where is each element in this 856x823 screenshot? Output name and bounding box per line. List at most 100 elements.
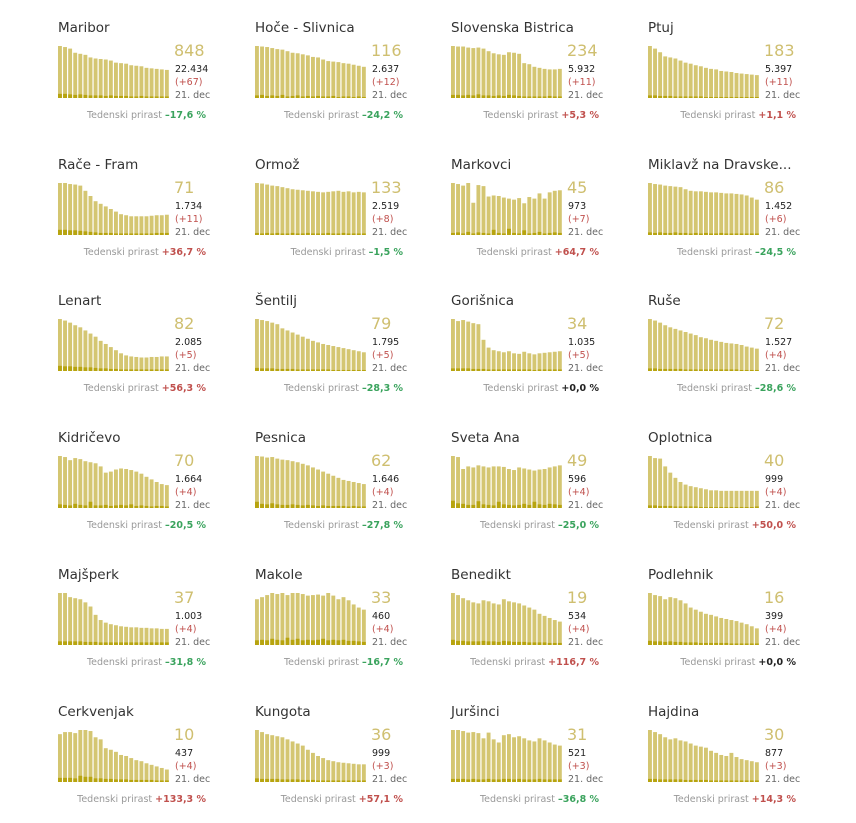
new-cases-bar bbox=[698, 642, 703, 645]
active-cases-bar bbox=[270, 322, 275, 371]
new-cases-bar bbox=[331, 780, 336, 782]
municipality-name: Ptuj bbox=[648, 20, 674, 36]
new-cases-bar bbox=[714, 96, 719, 98]
active-cases-chart bbox=[255, 183, 367, 235]
active-cases-bar bbox=[300, 336, 305, 371]
new-cases-bar bbox=[512, 232, 516, 235]
weekly-growth-value: –28,6 % bbox=[754, 383, 796, 394]
new-cases-bar bbox=[693, 369, 698, 371]
new-cases-bar bbox=[73, 230, 78, 235]
new-cases-bar bbox=[734, 780, 739, 782]
municipality-card[interactable]: Juršinci 31 521 (+3) 21. dec Tedenski prirast… bbox=[451, 704, 641, 822]
active-cases-bar bbox=[532, 609, 537, 645]
new-cases-bar bbox=[496, 779, 501, 782]
municipality-card[interactable]: Benedikt 19 534 (+4) 21. dec Tedenski prirast… bbox=[451, 567, 641, 685]
daily-increase-value: (+11) bbox=[765, 77, 793, 88]
municipality-card[interactable]: Ptuj 183 5.397 (+11) 21. dec Tedenski prirast… bbox=[648, 20, 838, 138]
active-cases-bar bbox=[537, 738, 542, 782]
municipality-card[interactable]: Slovenska Bistrica 234 5.932 (+11) 21. dec Te… bbox=[451, 20, 641, 138]
new-cases-bar bbox=[255, 367, 259, 371]
active-cases-bar bbox=[316, 191, 320, 235]
active-cases-bar bbox=[119, 63, 123, 98]
weekly-growth: Tedenski prirast –36,8 % bbox=[480, 794, 599, 806]
municipality-card[interactable]: Kidričevo 70 1.664 (+4) 21. dec Tedenski prir… bbox=[58, 430, 248, 548]
active-cases-bar bbox=[739, 759, 744, 782]
date-label: 21. dec bbox=[175, 500, 211, 511]
active-cases-bar bbox=[275, 736, 280, 782]
active-cases-bar bbox=[255, 319, 259, 371]
active-cases-bar bbox=[154, 766, 159, 782]
active-cases-bar bbox=[68, 732, 73, 782]
new-cases-bar bbox=[537, 778, 542, 782]
municipality-card[interactable]: Oplotnica 40 999 (+4) 21. dec Tedenski priras… bbox=[648, 430, 838, 548]
active-cases-bar bbox=[108, 471, 113, 508]
municipality-card[interactable]: Markovci 45 973 (+7) 21. dec Tedenski prirast… bbox=[451, 157, 641, 275]
municipality-card[interactable]: Cerkvenjak 10 437 (+4) 21. dec Tedenski prira… bbox=[58, 704, 248, 822]
active-cases-bar bbox=[144, 476, 149, 508]
new-cases-bar bbox=[552, 779, 557, 782]
active-cases-bar bbox=[270, 457, 275, 508]
municipality-card[interactable]: Podlehnik 16 399 (+4) 21. dec Tedenski priras… bbox=[648, 567, 838, 685]
municipality-card[interactable]: Rače - Fram 71 1.734 (+11) 21. dec Tedenski p… bbox=[58, 157, 248, 275]
new-cases-bar bbox=[683, 506, 688, 508]
new-cases-bar bbox=[714, 506, 719, 508]
active-cases-bar bbox=[527, 740, 532, 782]
weekly-growth: Tedenski prirast –31,8 % bbox=[87, 657, 206, 669]
new-cases-bar bbox=[305, 779, 310, 782]
active-cases-bar bbox=[129, 758, 134, 782]
new-cases-bar bbox=[58, 777, 62, 782]
active-cases-bar bbox=[149, 356, 154, 371]
municipality-card[interactable]: Makole 33 460 (+4) 21. dec Tedenski prirast –1… bbox=[255, 567, 445, 685]
municipality-name: Markovci bbox=[451, 157, 512, 173]
active-cases-bar bbox=[557, 465, 562, 508]
municipality-card[interactable]: Pesnica 62 1.646 (+4) 21. dec Tedenski priras… bbox=[255, 430, 445, 548]
municipality-card[interactable]: Sveta Ana 49 596 (+4) 21. dec Tedenski priras… bbox=[451, 430, 641, 548]
new-cases-bar bbox=[83, 641, 88, 645]
municipality-card[interactable]: Maribor 848 22.434 (+67) 21. dec Tedenski pri… bbox=[58, 20, 248, 138]
municipality-card[interactable]: Miklavž na Dravske... 86 1.452 (+6) 21. dec T… bbox=[648, 157, 838, 275]
new-cases-bar bbox=[456, 778, 460, 782]
new-cases-bar bbox=[270, 778, 275, 782]
active-cases-value: 30 bbox=[764, 725, 785, 744]
municipality-card[interactable]: Gorišnica 34 1.035 (+5) 21. dec Tedenski prir… bbox=[451, 293, 641, 411]
new-cases-bar bbox=[471, 233, 476, 235]
active-cases-bar bbox=[517, 736, 522, 782]
active-cases-bar bbox=[542, 198, 547, 235]
new-cases-bar bbox=[527, 96, 532, 98]
active-cases-bar bbox=[63, 732, 67, 782]
new-cases-bar bbox=[129, 369, 134, 371]
municipality-card[interactable]: Lenart 82 2.085 (+5) 21. dec Tedenski prirast… bbox=[58, 293, 248, 411]
new-cases-bar bbox=[139, 233, 144, 235]
active-cases-bar bbox=[496, 196, 501, 235]
active-cases-bar bbox=[456, 46, 460, 98]
municipality-card[interactable]: Ruše 72 1.527 (+4) 21. dec Tedenski prirast –2… bbox=[648, 293, 838, 411]
new-cases-bar bbox=[316, 369, 320, 371]
active-cases-bar bbox=[673, 186, 678, 235]
municipality-card[interactable]: Hoče - Slivnica 116 2.637 (+12) 21. dec Teden… bbox=[255, 20, 445, 138]
new-cases-bar bbox=[648, 778, 652, 782]
new-cases-bar bbox=[326, 369, 331, 371]
active-cases-bar bbox=[719, 341, 724, 371]
active-cases-bar bbox=[83, 461, 88, 508]
new-cases-bar bbox=[295, 95, 300, 98]
new-cases-bar bbox=[557, 232, 562, 235]
municipality-card[interactable]: Kungota 36 999 (+3) 21. dec Tedenski prirast +… bbox=[255, 704, 445, 822]
new-cases-bar bbox=[73, 778, 78, 782]
municipality-card[interactable]: Ormož 133 2.519 (+8) 21. dec Tedenski prirast… bbox=[255, 157, 445, 275]
new-cases-bar bbox=[280, 504, 285, 508]
new-cases-bar bbox=[103, 368, 108, 371]
bar-chart-svg bbox=[648, 46, 759, 98]
active-cases-bar bbox=[668, 472, 673, 508]
new-cases-bar bbox=[456, 503, 460, 508]
active-cases-bar bbox=[471, 48, 476, 98]
date-label: 21. dec bbox=[765, 363, 801, 374]
active-cases-chart bbox=[58, 730, 170, 782]
municipality-card[interactable]: Hajdina 30 877 (+3) 21. dec Tedenski prirast +… bbox=[648, 704, 838, 822]
active-cases-value: 16 bbox=[764, 588, 785, 607]
municipality-card[interactable]: Majšperk 37 1.003 (+4) 21. dec Tedenski prira… bbox=[58, 567, 248, 685]
weekly-growth: Tedenski prirast –17,6 % bbox=[87, 110, 206, 122]
municipality-card[interactable]: Šentilj 79 1.795 (+5) 21. dec Tedenski priras… bbox=[255, 293, 445, 411]
new-cases-bar bbox=[275, 504, 280, 508]
new-cases-bar bbox=[295, 369, 300, 371]
new-cases-bar bbox=[451, 500, 455, 508]
